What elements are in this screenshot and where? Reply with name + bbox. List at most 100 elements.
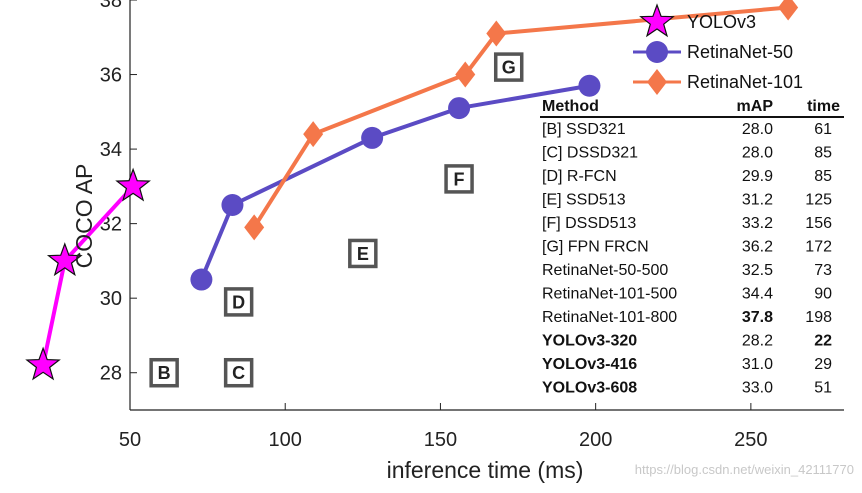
table-cell-map: 34.4: [742, 286, 773, 303]
boxed-point-d: D: [223, 287, 254, 317]
table-cell-method: [F] DSSD513: [542, 215, 636, 232]
table-cell-time: 85: [814, 145, 832, 162]
table-cell-method: [B] SSD321: [542, 121, 626, 138]
boxed-points-layer: B C D E F G: [149, 52, 524, 388]
y-tick-label: 30: [100, 288, 122, 310]
x-tick-label: 150: [424, 429, 457, 451]
series-retinanet-101: [244, 0, 799, 241]
table-row: RetinaNet-50-500 32.5 73: [542, 262, 832, 279]
boxed-point-frame: [149, 357, 179, 388]
boxed-point-label: C: [232, 363, 245, 383]
y-tick-label: 36: [100, 65, 122, 87]
legend: YOLOv3 RetinaNet-50 RetinaNet-101: [633, 3, 803, 95]
boxed-point-c: C: [223, 357, 254, 388]
table-cell-time: 90: [814, 286, 832, 303]
table-cell-method: YOLOv3-416: [542, 356, 637, 373]
table-cell-map: 37.8: [742, 309, 773, 326]
boxed-point-b: B: [149, 357, 179, 388]
legend-item-yolov3: YOLOv3: [639, 3, 756, 38]
table-cell-map: 32.5: [742, 262, 773, 279]
x-tick-label: 100: [269, 429, 302, 451]
x-tick-label: 50: [119, 429, 141, 451]
boxed-point-e: E: [348, 238, 378, 269]
y-tick-label: 28: [100, 363, 122, 385]
table-row: YOLOv3-608 33.0 51: [542, 380, 832, 397]
table-row: [D] R-FCN 29.9 85: [542, 168, 832, 185]
series-yolov3: [25, 167, 151, 381]
boxed-point-g: G: [493, 52, 524, 82]
boxed-point-label: E: [357, 244, 369, 264]
table-cell-time: 125: [805, 192, 832, 209]
series-line-retinanet-50: [199, 83, 590, 281]
data-point-yolov3: [25, 346, 61, 381]
y-tick-label: 38: [100, 0, 122, 12]
boxed-point-frame: [444, 164, 474, 194]
table-cell-method: [D] R-FCN: [542, 168, 617, 185]
table-cell-time: 61: [814, 121, 832, 138]
data-point-retinanet-50: [578, 74, 601, 97]
boxed-point-label: F: [454, 169, 465, 189]
data-point-yolov3: [46, 242, 83, 277]
table-cell-method: [C] DSSD321: [542, 145, 638, 162]
table-row: RetinaNet-101-800 37.8 198: [542, 309, 832, 326]
data-point-retinanet-50: [190, 268, 213, 291]
table-header-map: mAP: [737, 98, 774, 115]
legend-item-retinanet-101: RetinaNet-101: [633, 69, 803, 95]
boxed-point-label: D: [232, 292, 245, 312]
series-layer: [25, 0, 799, 381]
table-cell-map: 29.9: [742, 168, 773, 185]
table-cell-method: RetinaNet-50-500: [542, 262, 668, 279]
table-row: [C] DSSD321 28.0 85: [542, 145, 832, 162]
boxed-point-label: G: [502, 58, 516, 78]
data-point-retinanet-101: [303, 121, 324, 148]
table-cell-method: [E] SSD513: [542, 192, 626, 209]
table-cell-time: 172: [805, 239, 832, 256]
x-tick-label: 200: [579, 429, 612, 451]
table-cell-time: 85: [814, 168, 832, 185]
y-tick-label: 34: [100, 139, 122, 161]
table-cell-method: [G] FPN FRCN: [542, 239, 649, 256]
data-point-yolov3: [115, 167, 151, 202]
table-cell-method: RetinaNet-101-800: [542, 309, 677, 326]
boxed-point-f: F: [444, 164, 474, 194]
legend-marker: [646, 41, 668, 63]
table-cell-time: 51: [814, 380, 832, 397]
data-point-retinanet-50: [361, 126, 384, 149]
boxed-point-label: B: [158, 363, 171, 383]
data-point-retinanet-101: [778, 0, 799, 21]
table-row: [E] SSD513 31.2 125: [542, 192, 832, 209]
data-point-retinanet-101: [244, 214, 265, 241]
y-axis-label: COCO AP: [71, 164, 97, 269]
data-point-retinanet-101: [455, 61, 476, 88]
data-point-retinanet-101: [486, 20, 507, 47]
boxed-point-frame: [223, 357, 254, 388]
legend-label: RetinaNet-50: [687, 42, 793, 62]
table-cell-map: 33.2: [742, 215, 773, 232]
table-cell-method: RetinaNet-101-500: [542, 286, 677, 303]
table-row: YOLOv3-320 28.2 22: [542, 333, 832, 350]
table-row: YOLOv3-416 31.0 29: [542, 356, 832, 373]
table-cell-method: YOLOv3-608: [542, 380, 637, 397]
table-cell-time: 29: [814, 356, 832, 373]
legend-label: YOLOv3: [687, 12, 756, 32]
table-cell-method: YOLOv3-320: [542, 333, 637, 350]
series-retinanet-50: [190, 74, 601, 291]
x-tick-label: 250: [734, 429, 767, 451]
data-point-retinanet-50: [448, 97, 471, 120]
table-cell-map: 28.2: [742, 333, 773, 350]
legend-marker: [639, 3, 675, 38]
boxed-point-frame: [348, 238, 378, 269]
table-row: [G] FPN FRCN 36.2 172: [542, 239, 832, 256]
table-row: [F] DSSD513 33.2 156: [542, 215, 832, 232]
legend-label: RetinaNet-101: [687, 72, 803, 92]
table-row: RetinaNet-101-500 34.4 90: [542, 286, 832, 303]
table-cell-map: 28.0: [742, 121, 773, 138]
boxed-point-frame: [223, 287, 254, 317]
boxed-point-frame: [493, 52, 524, 82]
table-cell-map: 31.0: [742, 356, 773, 373]
table-cell-time: 198: [805, 309, 832, 326]
table-cell-map: 31.2: [742, 192, 773, 209]
legend-marker: [647, 69, 667, 95]
